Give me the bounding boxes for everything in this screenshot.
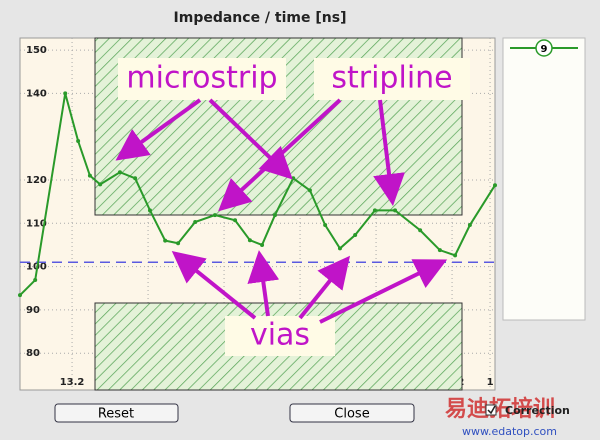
data-point [163,238,168,243]
watermark-url: www.edatop.com [462,425,557,438]
data-point [291,176,296,181]
data-point [117,170,122,175]
legend-marker [535,39,553,57]
data-point [147,208,152,213]
data-point [233,218,238,223]
data-point [247,238,252,243]
data-point [437,248,442,253]
data-point [33,278,38,283]
y-tick-label: 90 [26,305,40,316]
data-point [372,208,377,213]
data-point [63,91,68,96]
data-point [87,173,92,178]
x-tick-label: 1 [487,377,494,388]
annotation-box [225,316,335,356]
y-tick-label: 120 [26,175,47,186]
close-button[interactable]: Close [289,403,415,423]
y-tick-label: 80 [26,348,40,359]
data-point [176,241,181,246]
button[interactable] [54,403,179,423]
data-point [133,176,138,181]
x-tick-label: 13.2 [60,377,85,388]
data-point [453,253,458,258]
legend [502,37,586,321]
data-point [193,220,198,225]
data-point [393,208,398,213]
arrows [115,98,448,324]
data-point [260,242,265,247]
watermark-brand: 易迪拓培训 [445,396,555,422]
annotations: microstrip stripline vias [115,58,470,356]
legend-label: 9 [541,44,548,55]
data-point [212,213,217,218]
data-point [493,183,497,188]
y-tick-label: 110 [26,218,47,229]
data-point [323,223,328,228]
data-point [18,293,22,298]
data-point [272,213,277,218]
checkbox[interactable] [485,404,497,416]
reset-button[interactable]: Reset [54,403,179,423]
data-point [353,232,358,237]
data-point [467,223,472,228]
annotation: stripline [331,61,452,96]
data-point [76,139,81,144]
button-label: Reset [98,407,134,422]
y-tick-label: 140 [26,88,47,99]
annotation-box [314,58,470,100]
annotation-box [118,58,286,100]
data-point [307,188,312,193]
button-label: Close [334,407,369,422]
data-point [337,246,342,251]
button[interactable] [289,403,415,423]
data-point [98,182,103,187]
checkbox-label: Correction [505,404,570,417]
annotation: microstrip [126,61,277,96]
checkmark [487,405,496,415]
chart-title: Impedance / time [ns] [174,10,347,26]
y-tick-label: 150 [26,45,47,56]
data-point [418,228,423,233]
annotation: vias [250,318,310,353]
